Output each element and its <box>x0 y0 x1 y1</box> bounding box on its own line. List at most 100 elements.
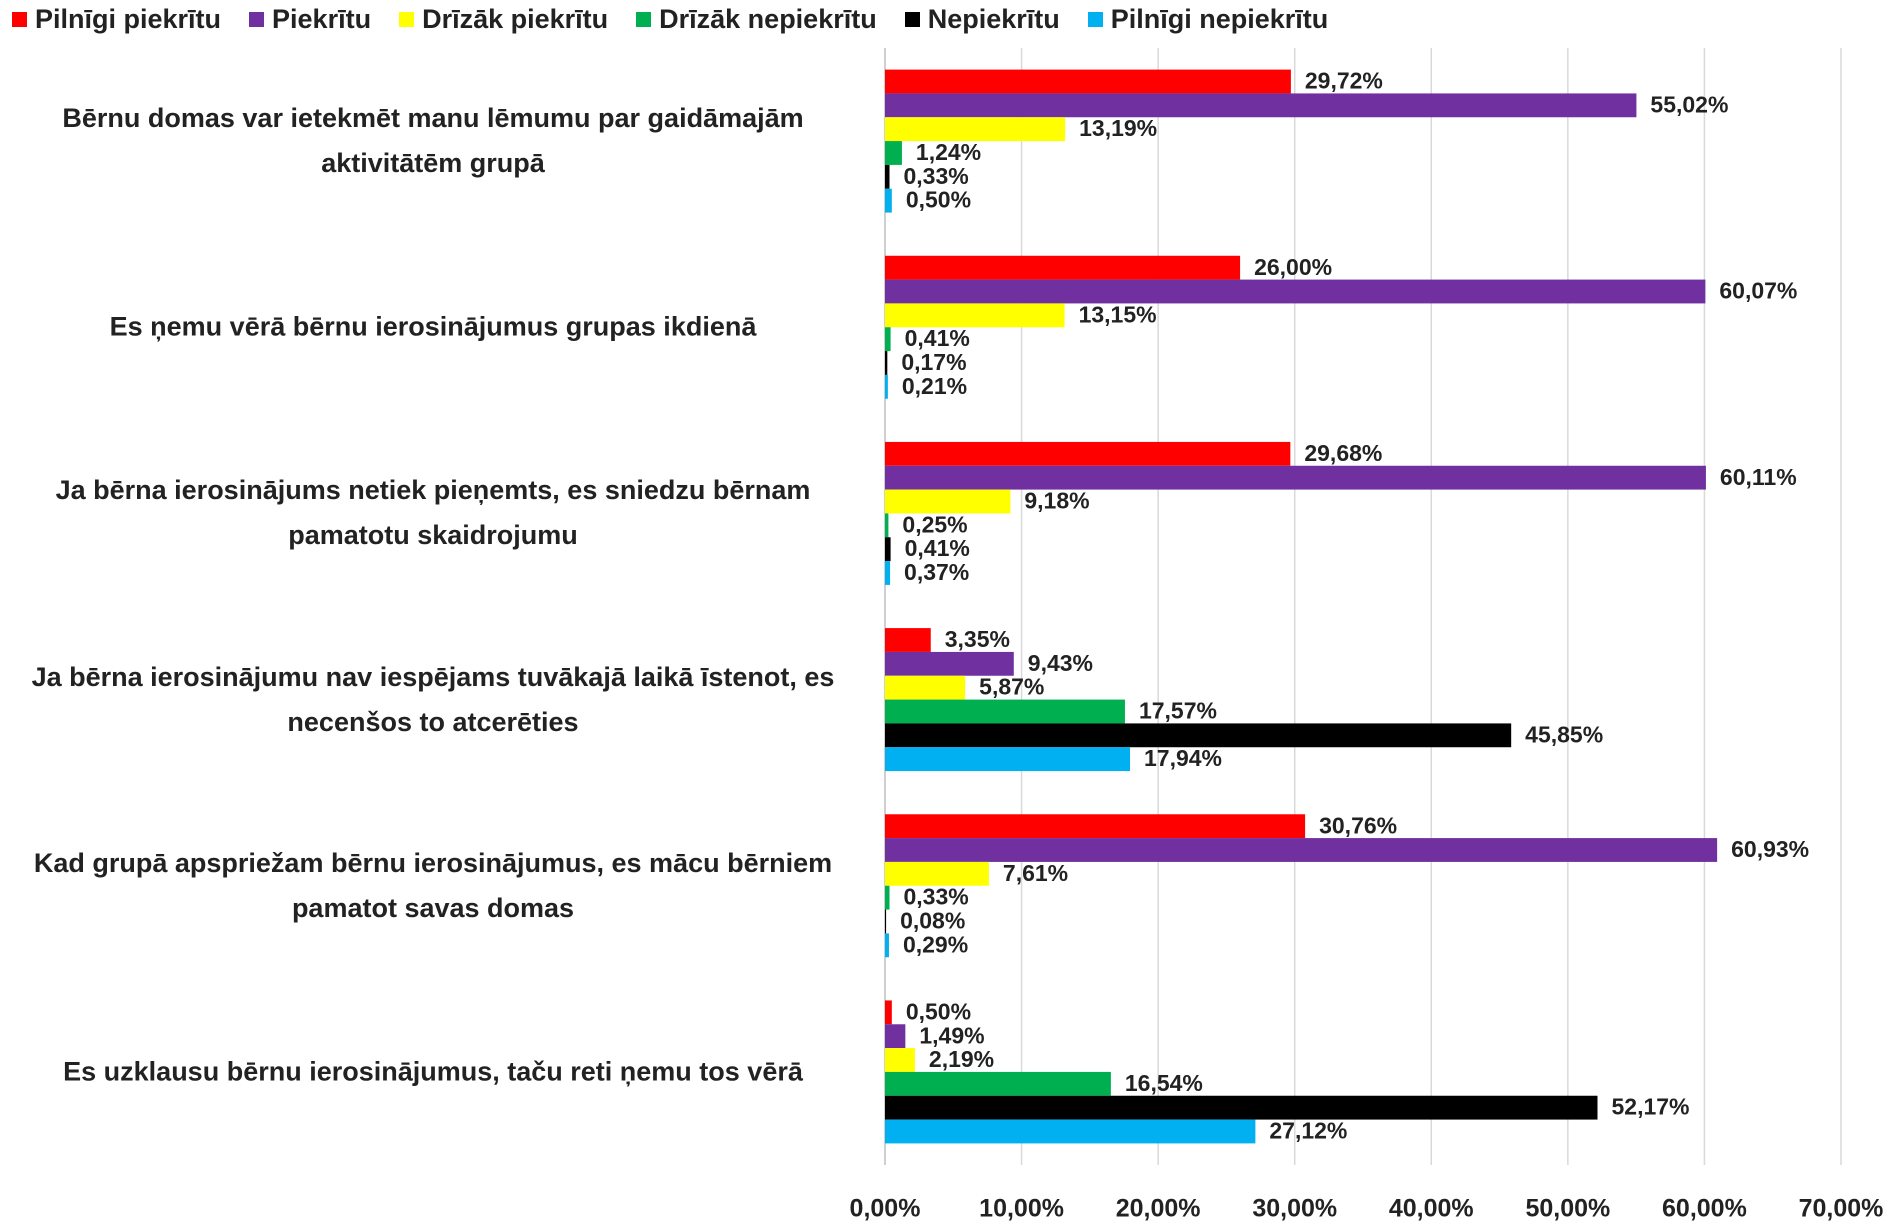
value-label: 16,54% <box>1125 1070 1203 1096</box>
bar <box>885 93 1637 118</box>
bar <box>885 279 1706 304</box>
bar <box>885 561 891 585</box>
x-tick-label: 60,00% <box>1662 1195 1747 1223</box>
bar <box>885 255 1241 280</box>
value-label: 26,00% <box>1254 254 1332 280</box>
value-label: 0,50% <box>906 998 971 1024</box>
bar <box>885 465 1706 490</box>
bar <box>885 1048 915 1072</box>
value-label: 13,15% <box>1079 301 1157 327</box>
x-tick-label: 40,00% <box>1389 1195 1474 1223</box>
legend-swatch <box>636 12 652 27</box>
legend-item: Piekrītu <box>249 4 371 35</box>
bar <box>885 747 1131 772</box>
value-label: 45,85% <box>1525 721 1603 747</box>
legend-label: Pilnīgi piekrītu <box>35 4 222 34</box>
bar <box>885 933 889 958</box>
value-label: 0,29% <box>903 931 968 957</box>
legend-label: Drīzāk nepiekrītu <box>659 4 877 34</box>
value-label: 3,35% <box>945 626 1010 652</box>
bar <box>885 351 888 375</box>
bar <box>885 885 890 910</box>
category-label: Ja bērna ierosinājumu nav iespējams tuvā… <box>31 661 835 737</box>
bar <box>885 1000 892 1025</box>
bar <box>885 69 1291 94</box>
legend-label: Drīzāk piekrītu <box>422 4 609 34</box>
legend-swatch <box>1087 12 1103 27</box>
bar <box>885 441 1291 466</box>
value-label: 17,57% <box>1139 698 1217 724</box>
value-label: 9,18% <box>1024 488 1089 514</box>
value-label: 0,50% <box>906 187 971 213</box>
bar <box>885 814 1306 839</box>
bar <box>885 861 989 886</box>
legend-item: Nepiekrītu <box>904 4 1060 35</box>
value-label: 52,17% <box>1611 1094 1689 1120</box>
value-label: 1,49% <box>919 1022 984 1048</box>
x-tick-label: 20,00% <box>1116 1195 1201 1223</box>
value-label: 13,19% <box>1079 115 1157 141</box>
value-label: 9,43% <box>1028 650 1093 676</box>
bar <box>885 141 902 165</box>
bar <box>885 489 1011 514</box>
value-label: 0,41% <box>905 325 970 351</box>
value-label: 29,72% <box>1305 68 1383 94</box>
value-label: 30,76% <box>1319 812 1397 838</box>
bar <box>885 1071 1111 1096</box>
bar <box>885 838 1718 862</box>
value-label: 0,33% <box>904 163 969 189</box>
value-label: 60,93% <box>1731 836 1809 862</box>
bar <box>885 675 966 700</box>
value-label: 0,41% <box>905 535 970 561</box>
legend-item: Drīzāk piekrītu <box>399 4 608 35</box>
bar <box>885 513 889 538</box>
value-label: 0,25% <box>902 511 967 537</box>
legend-item: Pilnīgi nepiekrītu <box>1087 4 1328 35</box>
value-label: 29,68% <box>1304 440 1382 466</box>
value-label: 17,94% <box>1144 745 1222 771</box>
x-tick-label: 70,00% <box>1799 1195 1884 1223</box>
legend: Pilnīgi piekrītu Piekrītu Drīzāk piekrītu D… <box>12 4 1328 35</box>
value-label: 5,87% <box>979 674 1044 700</box>
category-label: Es uzklausu bērnu ierosinājumus, taču re… <box>63 1056 803 1087</box>
bar <box>885 628 931 652</box>
bar <box>885 1095 1598 1120</box>
category-label: Ja bērna ierosinājums netiek pieņemts, e… <box>55 475 811 551</box>
legend-label: Nepiekrītu <box>927 4 1060 34</box>
value-label: 2,19% <box>929 1046 994 1072</box>
category-label: Bērnu domas var ietekmēt manu lēmumu par… <box>62 103 804 179</box>
x-tick-label: 0,00% <box>850 1195 921 1223</box>
value-label: 0,33% <box>904 884 969 910</box>
value-label: 27,12% <box>1269 1118 1347 1144</box>
bar <box>885 723 1512 748</box>
legend-item: Drīzāk nepiekrītu <box>636 4 877 35</box>
value-label: 55,02% <box>1650 91 1728 117</box>
value-label: 0,17% <box>901 349 966 375</box>
bar <box>885 699 1125 724</box>
value-label: 0,21% <box>902 373 967 399</box>
x-tick-label: 50,00% <box>1525 1195 1610 1223</box>
bar <box>885 1024 906 1049</box>
bar <box>885 164 890 189</box>
category-label: Es ņemu vērā bērnu ierosinājumus grupas … <box>109 311 757 342</box>
bar <box>885 327 891 352</box>
bar <box>885 188 892 213</box>
legend-item: Pilnīgi piekrītu <box>12 4 221 35</box>
value-label: 0,08% <box>900 908 965 934</box>
value-label: 60,07% <box>1719 278 1797 304</box>
bar <box>885 1119 1256 1144</box>
x-tick-label: 10,00% <box>979 1195 1064 1223</box>
value-label: 1,24% <box>916 139 981 165</box>
x-tick-label: 30,00% <box>1252 1195 1337 1223</box>
bar <box>885 651 1014 676</box>
bar <box>885 909 887 934</box>
legend-label: Piekrītu <box>272 4 372 34</box>
bar <box>885 303 1065 328</box>
legend-swatch <box>399 12 415 27</box>
value-label: 0,37% <box>904 559 969 585</box>
category-label: Kad grupā apspriežam bērnu ierosinājumus… <box>33 847 833 923</box>
bar <box>885 537 891 562</box>
bar <box>885 117 1066 142</box>
